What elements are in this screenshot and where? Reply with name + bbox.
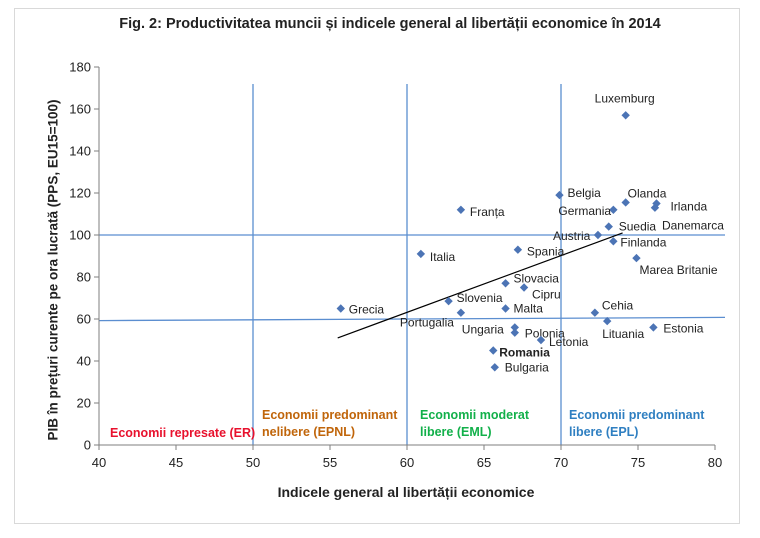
zone-label: libere (EML) [420,425,492,439]
point-label-ungaria: Ungaria [462,322,504,336]
data-point-olanda [621,198,630,207]
point-label-austria: Austria [553,229,591,243]
y-tick-label: 40 [77,354,91,369]
data-point-suedia [604,222,613,231]
y-tick-label: 140 [69,144,91,159]
data-point-cipru [519,283,529,292]
data-point-polonia [510,328,519,337]
y-tick-label: 20 [77,396,91,411]
point-label-italia: Italia [430,250,456,264]
point-label-cehia: Cehia [602,299,634,313]
trendline [337,232,623,339]
data-point-bulgaria [490,363,499,372]
data-point-letonia [536,335,546,345]
data-point-marea-britanie [632,253,641,263]
y-tick-label: 80 [77,270,91,285]
point-label-danemarca: Danemarca [662,219,724,233]
data-point-finlanda [609,237,618,246]
data-point-germania [609,205,618,214]
x-tick-label: 65 [477,455,491,470]
data-point-slovenia [444,296,453,306]
point-label-belgia: Belgia [567,186,601,200]
y-tick-label: 100 [69,228,91,243]
point-label-fran-a: Franța [470,205,505,219]
data-point-estonia [649,323,658,332]
data-point-irlanda [652,199,661,208]
point-label-marea-britanie: Marea Britanie [639,263,717,277]
data-point-grecia [336,304,345,313]
data-point-austria [593,230,603,240]
data-point-portugalia [456,308,466,317]
point-label-suedia: Suedia [619,220,657,234]
point-label-malta: Malta [514,302,544,316]
zone-label: Economii predominant [569,408,705,422]
data-point-cehia [590,308,600,317]
reference-line-horizontal [98,316,726,322]
data-point-slovacia [501,279,510,288]
data-point-malta [501,304,510,313]
chart-title: Fig. 2: Productivitatea muncii și indice… [119,16,661,32]
point-label-polonia: Polonia [525,327,565,341]
y-tick-label: 120 [69,186,91,201]
point-label-estonia: Estonia [663,321,703,335]
chart-frame [14,8,740,524]
data-point-danemarca [650,203,660,212]
point-label-romania: Romania [499,346,550,360]
data-point-romania [489,346,498,355]
point-label-portugalia: Portugalia [400,316,454,330]
x-tick-label: 60 [400,455,414,470]
data-point-italia [416,249,426,259]
point-label-finlanda: Finlanda [620,235,666,249]
data-point-spania [513,245,523,254]
point-label-luxemburg: Luxemburg [595,91,655,105]
point-label-slovenia: Slovenia [457,291,503,305]
point-label-bulgaria: Bulgaria [505,360,549,374]
data-point-luxemburg [621,111,630,120]
point-label-grecia: Grecia [349,303,385,317]
x-tick-label: 45 [169,455,183,470]
x-axis-label: Indicele general al libertății economice [277,484,535,500]
point-label-slovacia: Slovacia [514,271,560,285]
zone-label: nelibere (EPNL) [262,425,355,439]
x-tick-label: 70 [554,455,568,470]
point-label-germania: Germania [558,204,611,218]
point-label-lituania: Lituania [602,327,644,341]
point-label-olanda: Olanda [628,186,667,200]
x-tick-label: 75 [631,455,645,470]
data-point-lituania [603,316,612,326]
data-point-fran-a [456,205,466,214]
point-label-cipru: Cipru [532,288,561,302]
point-label-spania: Spania [527,245,565,259]
zone-label: libere (EPL) [569,425,638,439]
y-tick-label: 0 [84,438,91,453]
zone-label: Economii predominant [262,408,398,422]
zone-label: Economii moderat [420,408,530,422]
x-tick-label: 40 [92,455,106,470]
point-label-letonia: Letonia [549,335,589,349]
data-point-belgia [555,190,564,200]
y-tick-label: 60 [77,312,91,327]
x-tick-label: 80 [708,455,722,470]
data-point-ungaria [510,323,519,332]
y-tick-label: 180 [69,60,91,75]
x-tick-label: 50 [246,455,260,470]
y-tick-label: 160 [69,102,91,117]
zone-label: Economii represate (ER) [110,426,255,440]
point-label-irlanda: Irlanda [670,200,707,214]
x-tick-label: 55 [323,455,337,470]
